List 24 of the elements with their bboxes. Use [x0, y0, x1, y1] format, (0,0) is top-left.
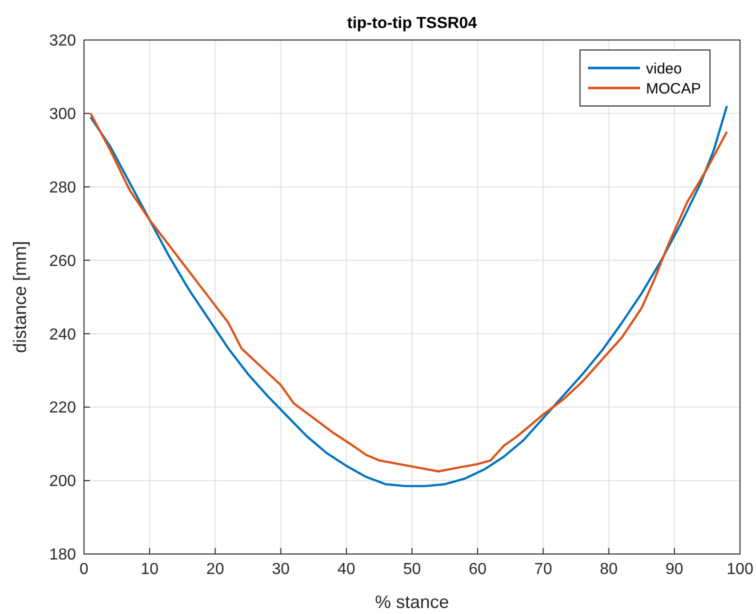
x-axis-title: % stance [374, 592, 450, 612]
y-tick-label: 280 [49, 179, 76, 196]
x-tick-label: 70 [534, 561, 552, 578]
chart-title: tip-to-tip TSSR04 [347, 15, 477, 32]
x-tick-label: 30 [272, 561, 290, 578]
x-tick-label: 50 [403, 561, 421, 578]
x-tick-label: 80 [600, 561, 618, 578]
x-tick-label: 40 [338, 561, 356, 578]
x-tick-label: 60 [468, 561, 487, 578]
y-tick-label: 320 [49, 32, 76, 50]
x-tick-label: 10 [140, 561, 159, 578]
x-tick-label: 100 [726, 561, 754, 578]
x-tick-label: 90 [666, 561, 684, 578]
x-tick-label: 0 [80, 561, 89, 578]
x-tick-label: 20 [206, 561, 224, 578]
y-tick-label: 260 [49, 252, 76, 270]
y-axis-title: distance [mm] [10, 240, 30, 354]
y-tick-label: 200 [49, 473, 76, 490]
y-tick-label: 180 [49, 546, 76, 564]
y-tick-label: 220 [49, 400, 76, 417]
y-tick-label: 240 [49, 326, 76, 344]
y-tick-label: 300 [49, 106, 76, 124]
legend-label: video [646, 60, 682, 78]
legend-label: MOCAP [646, 80, 702, 98]
